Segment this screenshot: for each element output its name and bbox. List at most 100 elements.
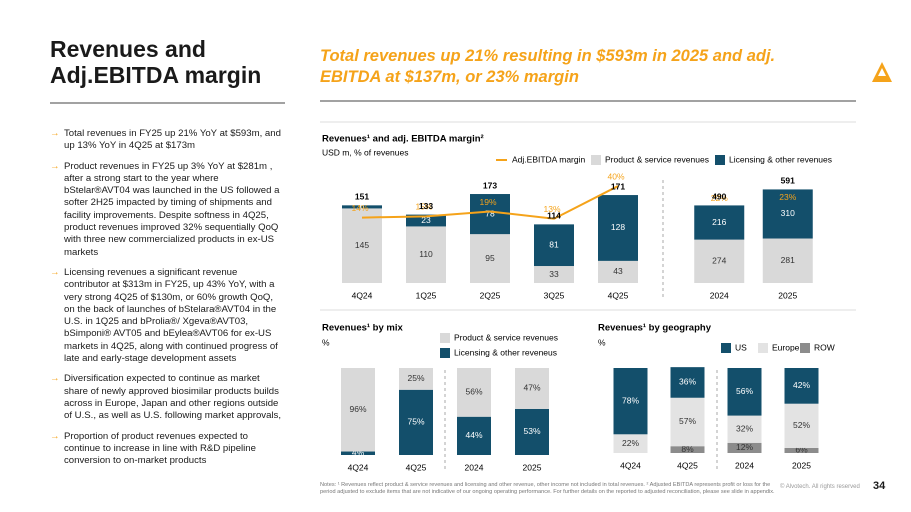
- legend-label: Adj.EBITDA margin: [512, 154, 585, 164]
- bullet: Diversification expected to continue as …: [50, 373, 285, 422]
- total-label: 171: [611, 181, 625, 191]
- data-label: 36%: [679, 377, 696, 387]
- data-label: 25%: [407, 373, 424, 383]
- bar-segment: [342, 208, 382, 283]
- bar-segment: [470, 194, 510, 235]
- data-label: 78%: [622, 395, 639, 405]
- legend-swatch: [440, 333, 450, 343]
- x-tick-label: 4Q24: [620, 460, 641, 470]
- x-tick-label: 2024: [710, 290, 729, 300]
- bar-segment: [670, 367, 705, 398]
- data-label: 15%: [415, 202, 432, 212]
- legend-label: Licensing & other reveneus: [454, 347, 557, 357]
- data-label: 57%: [679, 416, 696, 426]
- bar-segment: [399, 389, 433, 455]
- logo: [872, 62, 892, 82]
- bar-segment: [613, 368, 648, 435]
- bullet-list: Total revenues in FY25 up 21% YoY at $59…: [50, 128, 285, 475]
- bar-segment: [341, 368, 375, 452]
- data-label: 216: [712, 217, 726, 227]
- bar-segment: [694, 239, 745, 283]
- slide-title: Revenues and Adj.EBITDA margin: [50, 36, 262, 88]
- data-label: 42%: [793, 380, 810, 390]
- data-label: 33: [549, 269, 559, 279]
- total-label: 151: [355, 192, 369, 202]
- x-tick-label: 2024: [735, 460, 754, 470]
- bar-segment: [613, 434, 648, 453]
- bar-segment: [762, 238, 813, 283]
- bar-segment: [727, 442, 762, 453]
- x-tick-label: 4Q25: [608, 290, 629, 300]
- data-label: 310: [781, 208, 795, 218]
- bar-segment: [784, 368, 819, 404]
- total-label: 490: [712, 192, 726, 202]
- legend-swatch: [591, 155, 601, 165]
- total-label: 591: [781, 176, 795, 186]
- x-tick-label: 2Q25: [480, 290, 501, 300]
- bar-segment: [457, 416, 491, 455]
- bar-segment: [670, 397, 705, 447]
- bar-segment: [598, 260, 638, 283]
- bullet: Total revenues in FY25 up 21% YoY at $59…: [50, 128, 285, 153]
- bar-segment: [727, 415, 762, 443]
- chart-title: Revenues¹ by mix: [322, 323, 403, 334]
- bar-segment: [470, 234, 510, 283]
- data-label: 53%: [523, 426, 540, 436]
- data-label: 96%: [349, 404, 366, 414]
- bar-segment: [670, 446, 705, 453]
- data-label: 43: [613, 266, 623, 276]
- data-label: 281: [781, 255, 795, 265]
- total-label: 173: [483, 180, 497, 190]
- legend-swatch: [715, 155, 725, 165]
- bar-segment: [534, 266, 574, 283]
- data-label: 44%: [465, 430, 482, 440]
- bar-segment: [534, 224, 574, 267]
- data-label: 95: [485, 253, 495, 263]
- legend-swatch: [721, 343, 731, 353]
- bar-segment: [694, 205, 745, 240]
- bar-segment: [784, 447, 819, 453]
- x-tick-label: 2025: [778, 290, 797, 300]
- bar-segment: [598, 195, 638, 261]
- bullet: Product revenues in FY25 up 3% YoY at $2…: [50, 161, 285, 259]
- total-label: 133: [419, 201, 433, 211]
- x-tick-label: 4Q24: [348, 462, 369, 472]
- legend-label: US: [735, 342, 747, 352]
- x-tick-label: 2024: [465, 462, 484, 472]
- bar-segment: [406, 226, 446, 283]
- headline: Total revenues up 21% resulting in $593m…: [320, 47, 776, 86]
- data-label: 81: [549, 239, 559, 249]
- x-tick-label: 4Q25: [677, 460, 698, 470]
- x-tick-label: 2025: [792, 460, 811, 470]
- data-label: 47%: [523, 383, 540, 393]
- data-label: 56%: [736, 386, 753, 396]
- x-tick-label: 4Q24: [352, 290, 373, 300]
- x-tick-label: 4Q25: [406, 462, 427, 472]
- data-label: 8%: [681, 444, 694, 454]
- bar-segment: [762, 189, 813, 239]
- data-label: 14%: [351, 203, 368, 213]
- bar-segment: [406, 214, 446, 227]
- bar-segment: [457, 368, 491, 417]
- margin-line: [361, 185, 619, 220]
- data-label: 78: [485, 208, 495, 218]
- chart-subtitle: %: [322, 337, 330, 347]
- data-label: 12%: [736, 442, 753, 452]
- bar-segment: [784, 403, 819, 448]
- data-label: 19%: [479, 197, 496, 207]
- data-label: 4%: [352, 448, 365, 458]
- x-tick-label: 3Q25: [544, 290, 565, 300]
- legend-label: Europe: [772, 342, 800, 352]
- legend-swatch: [800, 343, 810, 353]
- notes: Notes: ¹ Revenues reflect product & serv…: [320, 482, 775, 495]
- data-label: 40%: [607, 171, 624, 181]
- legend-label: Product & service revenues: [454, 332, 558, 342]
- copyright: © Alvotech. All rights reserved: [780, 484, 860, 490]
- chart-subtitle: USD m, % of revenues: [322, 147, 408, 157]
- data-label: 23: [421, 215, 431, 225]
- data-label: 32%: [736, 423, 753, 433]
- bar-segment: [727, 368, 762, 416]
- data-label: 56%: [465, 387, 482, 397]
